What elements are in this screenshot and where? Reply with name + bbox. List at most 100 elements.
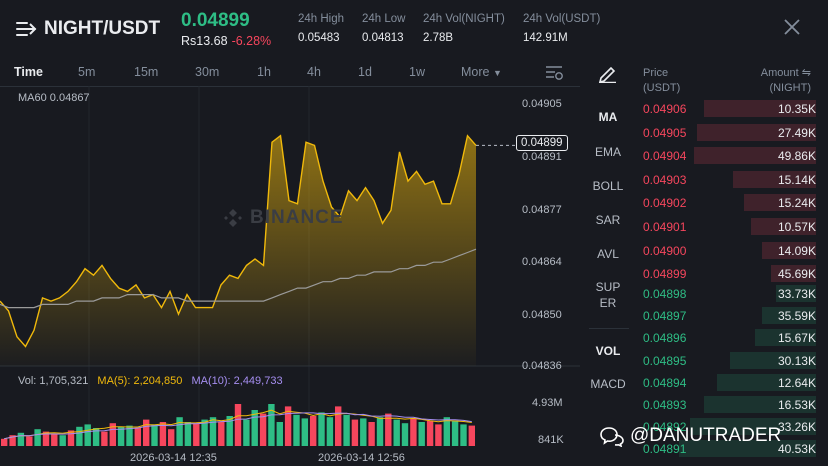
bid-row[interactable]: 0.04898 33.73K: [636, 285, 816, 302]
ask-amount: 15.24K: [777, 196, 816, 211]
ask-row[interactable]: 0.04904 49.86K: [636, 147, 816, 165]
volume-bar: [268, 404, 275, 446]
x-tick-label: 2026-03-14 12:56: [318, 452, 405, 464]
ask-row[interactable]: 0.04903 15.14K: [636, 170, 816, 188]
stat-label: 24h High: [298, 13, 345, 25]
stat-label: 24h Vol(USDT): [523, 13, 601, 25]
indicator-super[interactable]: SUPER: [595, 280, 621, 310]
volume-bar: [301, 418, 308, 446]
ask-price: 0.04904: [643, 149, 687, 164]
ask-row[interactable]: 0.04899 45.69K: [636, 265, 816, 283]
volume-bar: [117, 426, 125, 446]
ask-price: 0.04906: [643, 102, 687, 116]
bid-amount: 35.59K: [777, 309, 816, 324]
ask-amount: 27.49K: [777, 125, 816, 140]
volume-bar: [318, 412, 325, 446]
volume-bar: [401, 423, 409, 446]
bid-row[interactable]: 0.04896 15.67K: [636, 329, 816, 347]
tab-1w[interactable]: 1w: [409, 65, 425, 79]
price-line: [0, 134, 477, 348]
indicator-macd[interactable]: MACD: [590, 377, 626, 391]
tab-5m[interactable]: 5m: [78, 65, 96, 79]
indicator-sar[interactable]: SAR: [595, 213, 621, 227]
bid-amount: 30.13K: [777, 353, 816, 368]
indicator-avl[interactable]: AVL: [597, 247, 619, 261]
ask-row[interactable]: 0.04905 27.49K: [636, 123, 816, 141]
bid-amount: 40.53K: [777, 442, 816, 457]
y-tick-label: 0.04877: [522, 204, 562, 216]
ask-amount: 10.35K: [777, 102, 816, 116]
price-chart[interactable]: [0, 86, 580, 466]
stat-label: 24h Vol(NIGHT): [423, 13, 505, 25]
orderbook-amount-header[interactable]: Amount ⇋ (NIGHT): [761, 66, 811, 96]
depth-bar: [717, 373, 816, 391]
depth-bar: [697, 123, 816, 141]
volume-bar: [134, 428, 141, 446]
y-tick-label: 0.04891: [522, 151, 562, 163]
depth-bar: [762, 307, 816, 325]
ask-row[interactable]: 0.04900 14.09K: [636, 241, 816, 259]
volume-bar: [26, 436, 33, 446]
volume-bar: [159, 422, 167, 446]
depth-bar: [771, 265, 816, 283]
price-area: [0, 135, 476, 366]
depth-bar: [751, 218, 816, 235]
bid-row[interactable]: 0.04893 16.53K: [636, 396, 816, 413]
bid-row[interactable]: 0.04892 33.26K: [636, 418, 816, 436]
close-icon[interactable]: [783, 18, 801, 36]
bid-row[interactable]: 0.04894 12.64K: [636, 373, 816, 391]
volume-bar: [259, 413, 267, 446]
ask-price: 0.04905: [643, 125, 687, 140]
bid-row[interactable]: 0.04891 40.53K: [636, 440, 816, 458]
ask-amount: 45.69K: [777, 267, 816, 282]
draw-pencil-icon[interactable]: [597, 63, 619, 83]
volume-bar: [376, 417, 384, 446]
ask-amount: 14.09K: [777, 243, 816, 258]
stat-value: 2.78B: [423, 32, 454, 44]
volume-bar: [426, 420, 434, 446]
indicator-ema[interactable]: EMA: [594, 145, 621, 159]
tab-4h[interactable]: 4h: [307, 65, 321, 79]
ask-price: 0.04903: [643, 172, 687, 187]
pair-selector[interactable]: NIGHT/USDT: [16, 18, 160, 40]
tab-30m[interactable]: 30m: [195, 65, 220, 79]
volume-legend: Vol: 1,705,321 MA(5): 2,204,850 MA(10): …: [18, 375, 289, 387]
ask-row[interactable]: 0.04902 15.24K: [636, 194, 816, 212]
bid-amount: 12.64K: [777, 375, 816, 390]
stat-24h-vol-usdt: 24h Vol(USDT) 142.91M: [523, 13, 600, 44]
vol-y-tick-label: 841K: [538, 434, 564, 446]
ask-price: 0.04901: [643, 220, 687, 234]
stat-24h-low: 24h Low 0.04813: [362, 13, 405, 44]
depth-bar: [762, 241, 816, 259]
tab-more[interactable]: More ▼: [461, 65, 502, 79]
bid-amount: 16.53K: [777, 398, 816, 412]
fiat-price: Rs13.68: [181, 34, 228, 48]
swap-icon[interactable]: ⇋: [801, 67, 811, 79]
volume-bar: [243, 419, 250, 446]
tab-more-label: More: [461, 65, 490, 79]
watermark-text: @DANUTRADER: [630, 425, 782, 446]
ask-row[interactable]: 0.04901 10.57K: [636, 218, 816, 235]
volume-bar: [9, 435, 16, 446]
volume-bar: [234, 404, 242, 446]
tab-15m[interactable]: 15m: [134, 65, 159, 79]
volume-bar: [451, 420, 459, 446]
bid-price: 0.04898: [643, 287, 687, 301]
indicator-boll[interactable]: BOLL: [592, 179, 624, 193]
volume-bar: [368, 422, 375, 446]
volume-bar: [184, 422, 192, 446]
social-logo-icon: [600, 427, 624, 447]
bid-row[interactable]: 0.04897 35.59K: [636, 307, 816, 325]
tab-1h[interactable]: 1h: [257, 65, 271, 79]
menu-icon[interactable]: [16, 21, 37, 37]
indicator-vol[interactable]: VOL: [595, 344, 621, 358]
stat-24h-vol-night: 24h Vol(NIGHT) 2.78B: [423, 13, 505, 44]
bid-price: 0.04892: [643, 420, 687, 435]
tab-time[interactable]: Time: [14, 65, 43, 79]
chart-settings-icon[interactable]: [545, 65, 565, 81]
indicator-ma[interactable]: MA: [598, 110, 618, 124]
bid-row[interactable]: 0.04895 30.13K: [636, 351, 816, 369]
tab-1d[interactable]: 1d: [358, 65, 372, 79]
ask-row[interactable]: 0.04906 10.35K: [636, 100, 816, 117]
volume-bar: [335, 406, 342, 446]
